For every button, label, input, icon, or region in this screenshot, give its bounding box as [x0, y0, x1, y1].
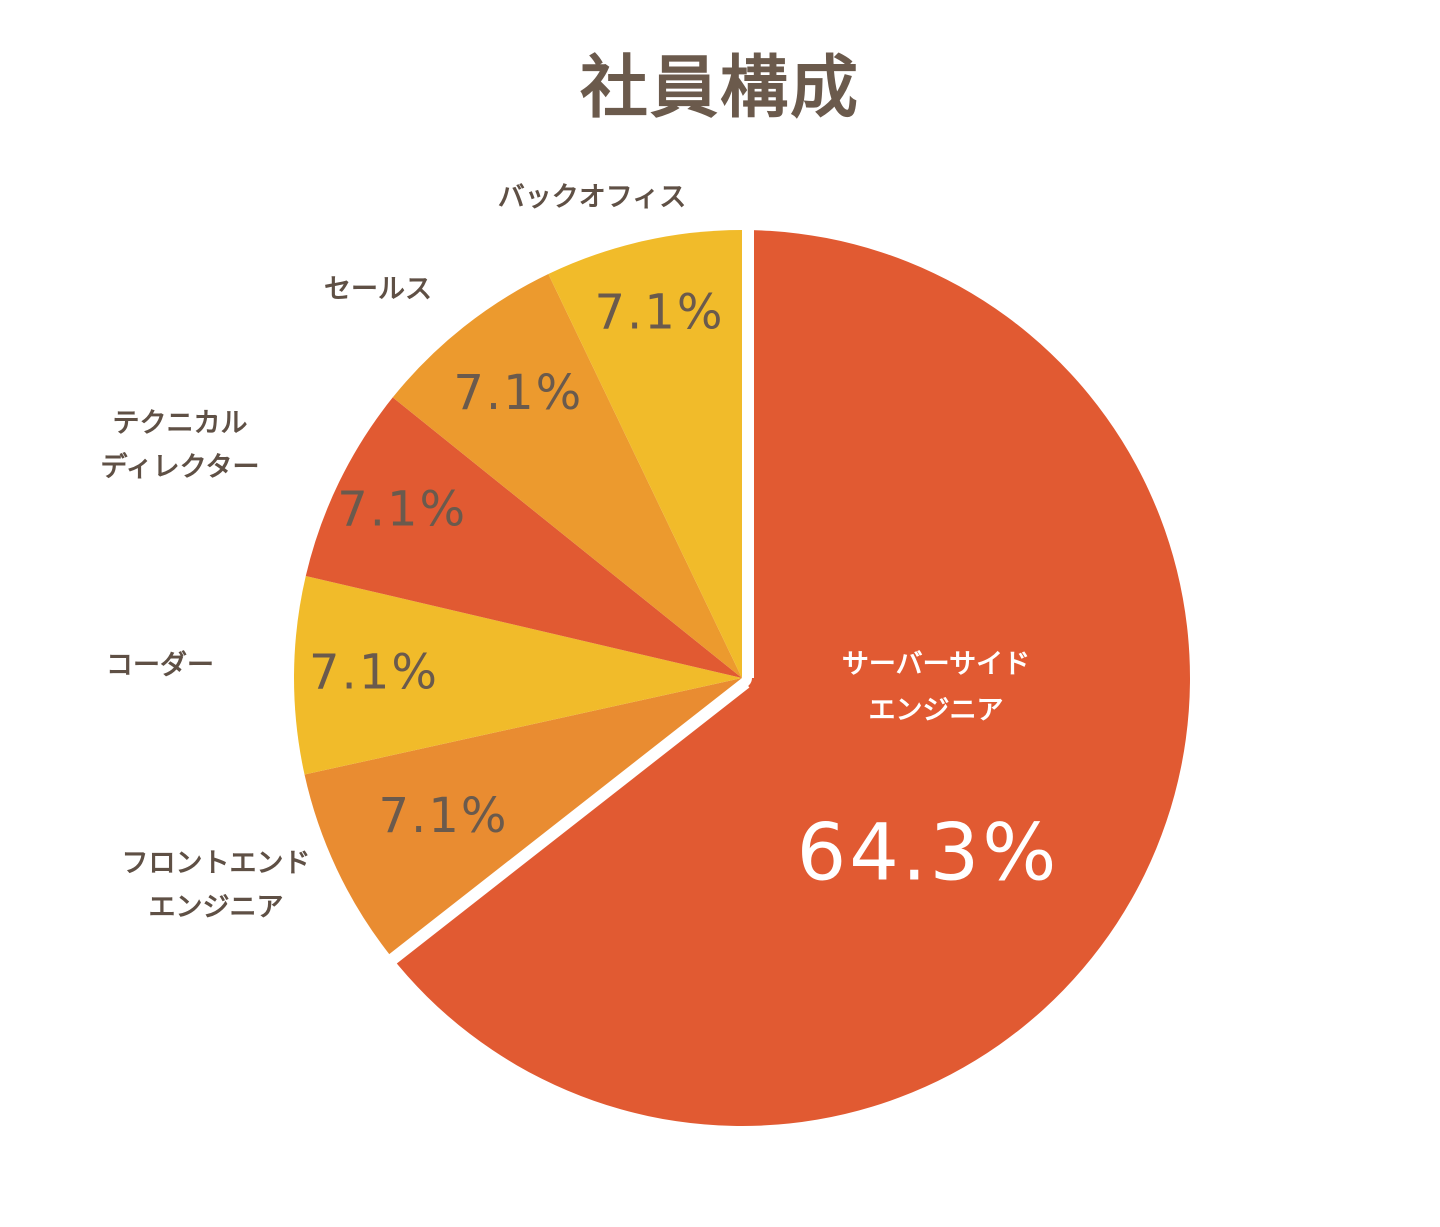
slice-value-label-server-side: 64.3%: [797, 808, 1060, 898]
slice-value-label-technical-director: 7.1%: [337, 482, 467, 538]
slice-value-label-sales: 7.1%: [453, 365, 583, 421]
pie-slice-back-office: [548, 230, 742, 678]
slice-label-line: テクニカル: [112, 408, 248, 439]
slice-label-line: セールス: [324, 274, 432, 305]
slice-label-server-side: サーバーサイド エンジニア: [836, 642, 1036, 734]
slice-label-line: ディレクター: [100, 452, 260, 483]
pie-slice-sales: [392, 274, 742, 678]
slice-label-technical-director: テクニカル ディレクター: [80, 402, 280, 490]
pie-slice-server-side: [389, 230, 1191, 1126]
slice-label-line: エンジニア: [868, 695, 1004, 726]
slice-label-frontend: フロントエンド エンジニア: [116, 842, 316, 930]
slice-label-sales: セールス: [298, 268, 458, 312]
slice-value-label-back-office: 7.1%: [595, 284, 725, 340]
pie-slice-coder: [294, 575, 742, 775]
pie-slice-frontend: [304, 678, 742, 955]
slice-label-coder: コーダー: [80, 644, 240, 688]
pie-slice-technical-director: [305, 397, 742, 678]
slice-label-line: フロントエンド: [121, 848, 311, 879]
slice-label-line: バックオフィス: [497, 182, 687, 213]
chart-title: 社員構成: [579, 49, 860, 128]
slice-value-label-coder: 7.1%: [309, 645, 439, 701]
slice-label-line: コーダー: [106, 650, 214, 681]
slice-separator: [366, 668, 750, 976]
slice-label-line: エンジニア: [148, 892, 284, 923]
slice-label-line: サーバーサイド: [841, 649, 1031, 680]
slice-label-back-office: バックオフィス: [482, 176, 702, 220]
slice-value-label-frontend: 7.1%: [379, 788, 509, 844]
